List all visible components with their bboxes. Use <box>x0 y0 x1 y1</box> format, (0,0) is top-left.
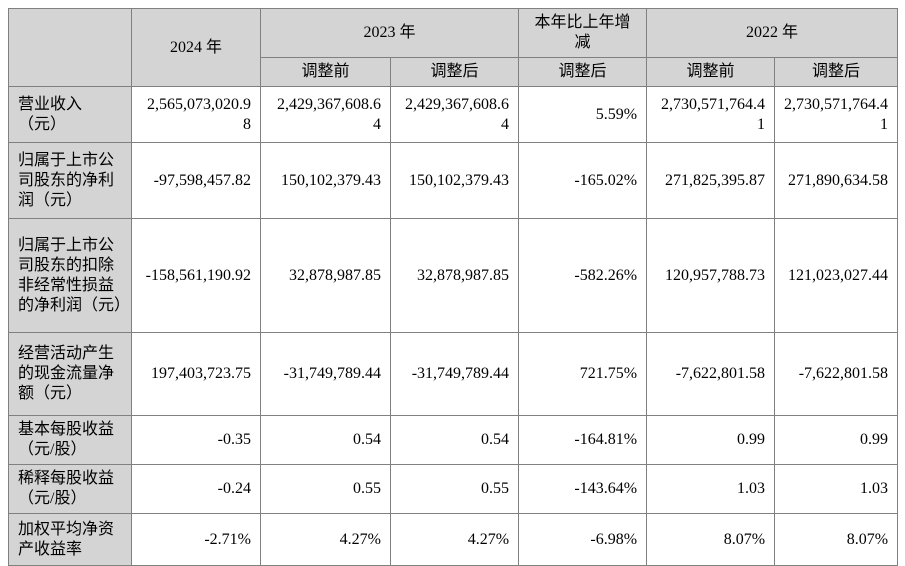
row-label: 归属于上市公司股东的净利润（元） <box>8 142 132 219</box>
cell-2023-before: 32,878,987.85 <box>260 218 391 333</box>
cell-2024: -2.71% <box>131 513 261 566</box>
cell-change: -165.02% <box>518 142 648 219</box>
table-row-net-profit: 归属于上市公司股东的净利润（元） -97,598,457.82 150,102,… <box>8 142 899 219</box>
header-row-2: 调整前 调整后 调整后 调整前 调整后 <box>9 57 899 87</box>
cell-2023-after: 0.54 <box>389 415 520 465</box>
cell-2022-before: 2,730,571,764.41 <box>646 86 776 143</box>
row-label: 加权平均净资产收益率 <box>8 513 132 566</box>
table-row-weighted-avg-roe: 加权平均净资产收益率 -2.71% 4.27% 4.27% -6.98% 8.0… <box>8 513 899 566</box>
header-2023-adj-after: 调整后 <box>389 57 520 87</box>
cell-2024: 197,403,723.75 <box>131 332 261 416</box>
cell-2023-after: -31,749,789.44 <box>389 332 520 416</box>
cell-2022-after: 121,023,027.44 <box>774 218 899 333</box>
cell-2022-after: 8.07% <box>774 513 899 566</box>
cell-2022-before: 8.07% <box>646 513 776 566</box>
table-row-revenue: 营业收入（元） 2,565,073,020.98 2,429,367,608.6… <box>8 86 899 143</box>
table-row-diluted-eps: 稀释每股收益（元/股） -0.24 0.55 0.55 -143.64% 1.0… <box>8 464 899 514</box>
cell-2024: 2,565,073,020.98 <box>131 86 261 143</box>
header-yoy-change: 本年比上年增减 <box>518 8 648 58</box>
row-label: 基本每股收益（元/股） <box>8 415 132 465</box>
financial-indicators-table: 2024 年 2023 年 本年比上年增减 2022 年 调整前 调整后 调整后… <box>8 8 899 566</box>
header-2024: 2024 年 <box>131 8 261 87</box>
cell-2022-after: -7,622,801.58 <box>774 332 899 416</box>
cell-2022-after: 271,890,634.58 <box>774 142 899 219</box>
cell-2022-after: 1.03 <box>774 464 899 514</box>
cell-2023-after: 32,878,987.85 <box>389 218 520 333</box>
cell-2022-before: 1.03 <box>646 464 776 514</box>
table-row-basic-eps: 基本每股收益（元/股） -0.35 0.54 0.54 -164.81% 0.9… <box>8 415 899 465</box>
cell-change: -143.64% <box>518 464 648 514</box>
cell-change: 5.59% <box>518 86 648 143</box>
cell-2024: -158,561,190.92 <box>131 218 261 333</box>
row-label: 稀释每股收益（元/股） <box>8 464 132 514</box>
cell-2023-before: 0.54 <box>260 415 391 465</box>
table-row-net-profit-excl-nonrecurring: 归属于上市公司股东的扣除非经常性损益的净利润（元） -158,561,190.9… <box>8 218 899 333</box>
cell-2023-after: 0.55 <box>389 464 520 514</box>
header-2022-adj-after: 调整后 <box>774 57 899 87</box>
row-label: 归属于上市公司股东的扣除非经常性损益的净利润（元） <box>8 218 132 333</box>
cell-2024: -0.24 <box>131 464 261 514</box>
cell-change: -164.81% <box>518 415 648 465</box>
cell-2024: -0.35 <box>131 415 261 465</box>
cell-2022-before: -7,622,801.58 <box>646 332 776 416</box>
cell-2023-after: 150,102,379.43 <box>389 142 520 219</box>
cell-change: 721.75% <box>518 332 648 416</box>
header-2022: 2022 年 <box>646 8 899 58</box>
cell-2024: -97,598,457.82 <box>131 142 261 219</box>
cell-change: -582.26% <box>518 218 648 333</box>
cell-2023-before: -31,749,789.44 <box>260 332 391 416</box>
row-label: 营业收入（元） <box>8 86 132 143</box>
cell-change: -6.98% <box>518 513 648 566</box>
cell-2023-before: 150,102,379.43 <box>260 142 391 219</box>
cell-2022-after: 0.99 <box>774 415 899 465</box>
cell-2022-before: 0.99 <box>646 415 776 465</box>
row-label: 经营活动产生的现金流量净额（元） <box>8 332 132 416</box>
header-2022-adj-before: 调整前 <box>646 57 776 87</box>
header-change-adj-after: 调整后 <box>518 57 648 87</box>
cell-2023-after: 2,429,367,608.64 <box>389 86 520 143</box>
cell-2023-after: 4.27% <box>389 513 520 566</box>
table-row-operating-cash-flow: 经营活动产生的现金流量净额（元） 197,403,723.75 -31,749,… <box>8 332 899 416</box>
cell-2023-before: 2,429,367,608.64 <box>260 86 391 143</box>
header-2023: 2023 年 <box>259 8 520 58</box>
cell-2022-after: 2,730,571,764.41 <box>774 86 899 143</box>
cell-2022-before: 271,825,395.87 <box>646 142 776 219</box>
header-row-1: 2024 年 2023 年 本年比上年增减 2022 年 <box>8 8 899 87</box>
header-blank-cell <box>8 8 132 87</box>
cell-2023-before: 0.55 <box>260 464 391 514</box>
cell-2022-before: 120,957,788.73 <box>646 218 776 333</box>
cell-2023-before: 4.27% <box>260 513 391 566</box>
header-2023-adj-before: 调整前 <box>260 57 391 87</box>
